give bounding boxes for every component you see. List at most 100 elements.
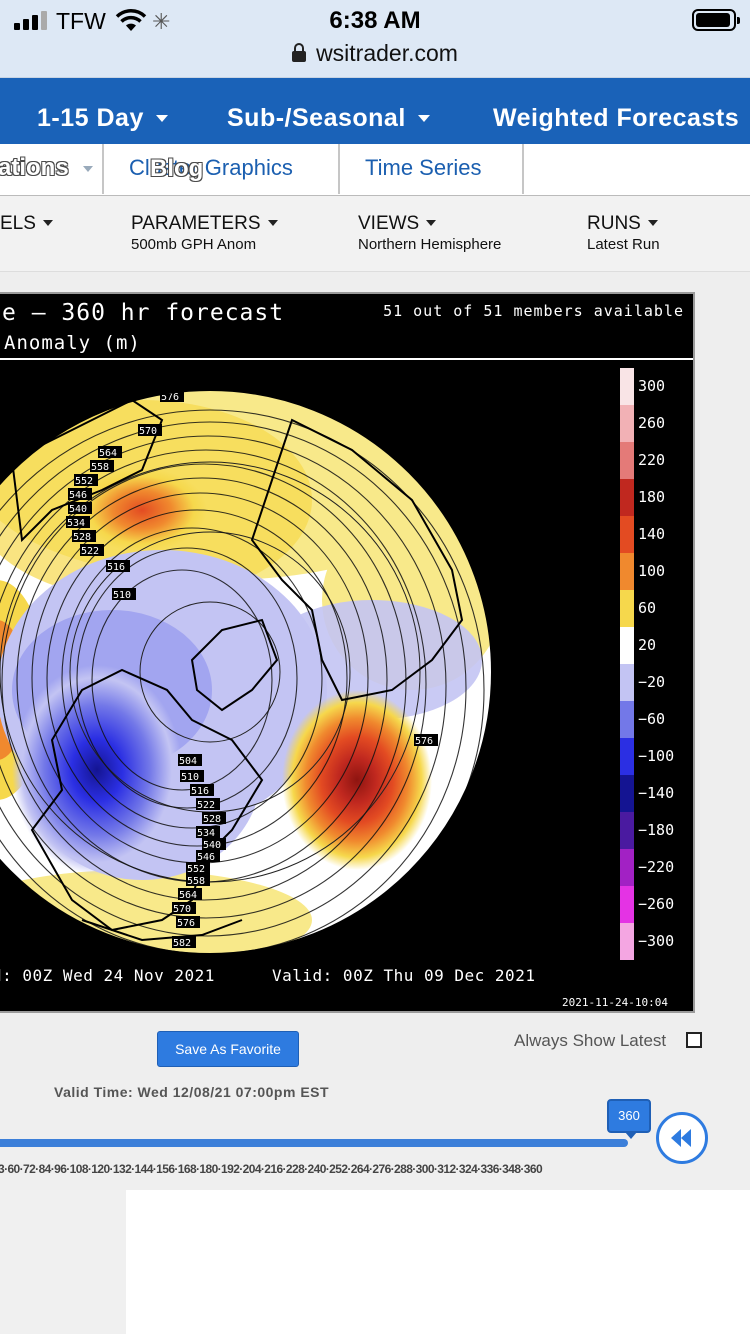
legend-swatch — [620, 775, 634, 812]
legend-swatch — [620, 664, 634, 701]
caret-down-icon — [155, 115, 168, 122]
valid-date: Valid: 00Z Thu 09 Dec 2021 — [272, 966, 536, 985]
url-text: wsitrader.com — [316, 40, 458, 66]
timeline-tick[interactable]: 348· — [502, 1162, 524, 1176]
tab-cluster-graphics[interactable]: Cluster Graphics — [104, 144, 340, 194]
contour-label: 582 — [173, 938, 191, 949]
timeline-tick[interactable]: 324· — [458, 1162, 481, 1176]
models-dropdown[interactable]: ELS — [0, 213, 53, 235]
timeline-tick[interactable]: 216· — [264, 1162, 286, 1176]
tab-time-series[interactable]: Time Series — [340, 144, 524, 194]
legend-label: −180 — [638, 821, 675, 839]
timeline-tick[interactable]: 360 — [523, 1162, 543, 1176]
timeline-tick[interactable]: 192· — [221, 1162, 243, 1176]
contour-label: 570 — [173, 904, 191, 915]
legend-swatch — [620, 886, 634, 923]
forecast-timeline: Valid Time: Wed 12/08/21 07:00pm EST 360… — [0, 1080, 750, 1190]
views-label: VIEWS — [358, 213, 420, 234]
legend-swatch — [620, 405, 634, 442]
map-subtitle: Anomaly (m) — [4, 332, 141, 354]
contour-label: 564 — [99, 448, 117, 459]
contour-label: 516 — [191, 786, 209, 797]
caret-down-icon — [82, 166, 93, 172]
timeline-tick[interactable]: 300· — [415, 1162, 438, 1176]
hemisphere-map: 576 570 564 558 552 546 540 534 528 522 … — [0, 389, 493, 955]
battery-icon — [692, 9, 740, 31]
timeline-tick[interactable]: 204· — [242, 1162, 265, 1176]
legend-label: 140 — [638, 525, 666, 543]
forecast-map-image: e – 360 hr forecast Anomaly (m) 51 out o… — [0, 292, 695, 1013]
blog-link[interactable]: Blog — [150, 155, 204, 182]
generated-timestamp: 2021-11-24-10:04 — [562, 996, 668, 1009]
contour-label: 576 — [161, 392, 179, 403]
sub-tab-row: ations Cluster Graphics Time Series Blog — [0, 144, 750, 196]
tab-label: ations — [0, 154, 69, 181]
valid-time-label: Valid Time: Wed 12/08/21 07:00pm EST — [54, 1084, 330, 1100]
status-time: 6:38 AM — [329, 7, 421, 34]
runs-value: Latest Run — [587, 236, 660, 253]
rewind-button[interactable] — [656, 1112, 708, 1164]
save-as-favorite-button[interactable]: Save As Favorite — [157, 1031, 299, 1067]
parameters-value: 500mb GPH Anom — [131, 236, 257, 253]
views-value: Northern Hemisphere — [358, 236, 502, 253]
tab-stations[interactable]: ations — [0, 144, 104, 194]
nav-1-15-day[interactable]: 1-15 Day — [37, 104, 168, 133]
timeline-tick[interactable]: 228· — [285, 1162, 308, 1176]
legend-swatch — [620, 923, 634, 960]
timeline-tick[interactable]: 288· — [394, 1162, 416, 1176]
wifi-icon — [115, 9, 147, 31]
timeline-tick[interactable]: 96· — [54, 1162, 70, 1176]
address-bar[interactable]: wsitrader.com — [0, 40, 750, 67]
contour-label: 558 — [91, 462, 109, 473]
legend-swatch — [620, 479, 634, 516]
timeline-tick[interactable]: 108· — [69, 1162, 92, 1176]
always-show-latest-checkbox[interactable] — [686, 1032, 702, 1048]
contour-label: 552 — [75, 476, 93, 487]
nav-sub-seasonal[interactable]: Sub-/Seasonal — [227, 104, 430, 133]
timeline-tick[interactable]: 264· — [350, 1162, 373, 1176]
contour-label: 528 — [203, 814, 221, 825]
lock-icon — [292, 43, 307, 62]
timeline-tick[interactable]: 132· — [112, 1162, 135, 1176]
runs-dropdown[interactable]: RUNS Latest Run — [587, 213, 660, 255]
tab-label: Time Series — [365, 155, 482, 180]
legend-label: −140 — [638, 784, 675, 802]
timeline-tick[interactable]: 276· — [372, 1162, 395, 1176]
timeline-tick[interactable]: 84· — [38, 1162, 55, 1176]
contour-label: 546 — [197, 852, 215, 863]
caret-down-icon — [267, 220, 278, 226]
init-date: d: 00Z Wed 24 Nov 2021 — [0, 966, 215, 985]
parameters-dropdown[interactable]: PARAMETERS 500mb GPH Anom — [131, 213, 278, 255]
timeline-tick[interactable]: 144· — [134, 1162, 157, 1176]
timeline-tick[interactable]: 168· — [177, 1162, 200, 1176]
caret-down-icon — [647, 220, 658, 226]
legend-label: −260 — [638, 895, 675, 913]
timeline-tick[interactable]: 312· — [437, 1162, 459, 1176]
timeline-tick[interactable]: 72· — [23, 1162, 39, 1176]
timeline-tick[interactable]: 120· — [91, 1162, 113, 1176]
contour-label: 564 — [179, 890, 197, 901]
contour-label: 510 — [113, 590, 131, 601]
legend-swatch — [620, 812, 634, 849]
nav-weighted-forecasts[interactable]: Weighted Forecasts — [493, 104, 739, 133]
timeline-tick[interactable]: 60· — [7, 1162, 24, 1176]
timeline-tick[interactable]: 240· — [307, 1162, 330, 1176]
timeline-tick[interactable]: 336· — [480, 1162, 503, 1176]
models-label: ELS — [0, 213, 36, 234]
timeline-tick[interactable]: 3· — [0, 1162, 8, 1176]
contour-label: 570 — [139, 426, 157, 437]
legend-label: 60 — [638, 599, 657, 617]
caret-down-icon — [417, 115, 430, 122]
timeline-slider-track[interactable] — [0, 1139, 628, 1147]
always-show-latest-label: Always Show Latest — [514, 1031, 667, 1050]
timeline-slider-handle[interactable]: 360 — [607, 1099, 651, 1139]
cellular-signal-icon — [14, 10, 48, 30]
contour-label: 534 — [197, 828, 215, 839]
timeline-tick[interactable]: 156· — [156, 1162, 178, 1176]
views-dropdown[interactable]: VIEWS Northern Hemisphere — [358, 213, 501, 255]
legend-swatch — [620, 701, 634, 738]
timeline-tick[interactable]: 180· — [199, 1162, 222, 1176]
map-title: e – 360 hr forecast — [2, 300, 285, 326]
legend-label: −100 — [638, 747, 675, 765]
timeline-tick[interactable]: 252· — [329, 1162, 351, 1176]
